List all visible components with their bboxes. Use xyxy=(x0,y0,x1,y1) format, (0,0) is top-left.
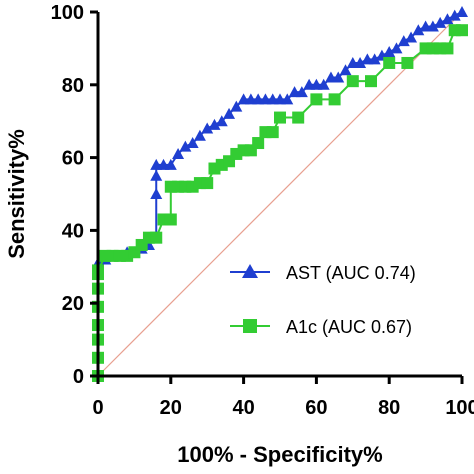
data-point xyxy=(365,75,377,88)
axes-layer xyxy=(96,12,462,378)
data-point xyxy=(223,107,236,119)
y-tick-label: 20 xyxy=(62,293,84,315)
x-tick-label: 0 xyxy=(92,397,103,419)
x-tick-label: 80 xyxy=(378,397,400,419)
data-point xyxy=(434,16,447,28)
legend-ast-label: AST (AUC 0.74) xyxy=(286,263,416,283)
reference-diagonal-layer xyxy=(97,11,463,377)
legend-item-a1c: A1c (AUC 0.67) xyxy=(230,317,412,337)
legend-a1c-square-icon xyxy=(243,319,257,333)
data-point xyxy=(456,24,468,37)
data-point xyxy=(164,213,177,226)
data-point xyxy=(128,246,141,259)
data-point xyxy=(390,42,403,54)
data-point xyxy=(401,56,414,69)
data-point xyxy=(150,188,163,199)
y-tick-label: 0 xyxy=(73,366,84,388)
data-point xyxy=(230,100,243,112)
data-point xyxy=(310,93,323,106)
x-tick-label: 100 xyxy=(445,397,474,419)
data-point xyxy=(150,169,163,181)
y-tick-label: 60 xyxy=(62,148,84,170)
data-point xyxy=(208,118,221,130)
data-point xyxy=(441,13,454,25)
data-point xyxy=(383,46,396,58)
data-point xyxy=(368,53,381,65)
ticks-layer: 0 20 40 60 80 100 0 20 40 60 80 100 xyxy=(51,2,474,419)
y-tick-label: 80 xyxy=(62,75,84,97)
data-point xyxy=(328,93,341,106)
x-tick-label: 60 xyxy=(305,397,327,419)
x-axis-title: 100% - Specificity% xyxy=(177,442,382,467)
data-point xyxy=(354,56,367,68)
data-point xyxy=(266,126,279,139)
data-point xyxy=(259,126,272,139)
data-point xyxy=(346,75,359,88)
data-point xyxy=(441,42,454,55)
data-point xyxy=(456,6,468,17)
data-point xyxy=(426,20,439,32)
data-point xyxy=(397,35,410,47)
series-a1c xyxy=(92,24,468,382)
data-point xyxy=(164,158,177,170)
y-tick-label: 40 xyxy=(62,220,84,242)
y-tick-label: 100 xyxy=(51,2,84,24)
data-point xyxy=(252,137,265,150)
data-point xyxy=(448,9,461,21)
data-point xyxy=(292,111,305,124)
data-point xyxy=(193,129,206,141)
data-point xyxy=(405,31,418,43)
data-point xyxy=(332,71,345,83)
data-point xyxy=(274,111,286,124)
legend-a1c-label: A1c (AUC 0.67) xyxy=(286,317,412,337)
data-point xyxy=(383,56,396,69)
data-point xyxy=(201,122,214,134)
x-tick-label: 20 xyxy=(160,397,182,419)
data-point xyxy=(150,231,163,244)
data-point xyxy=(412,24,425,36)
legend-ast-triangle-icon xyxy=(242,264,258,278)
x-tick-label: 40 xyxy=(232,397,254,419)
legend: AST (AUC 0.74) A1c (AUC 0.67) xyxy=(230,263,416,337)
series-layer xyxy=(92,6,468,382)
data-point xyxy=(201,177,214,190)
data-point xyxy=(215,115,228,127)
data-point xyxy=(121,249,134,262)
data-point xyxy=(179,140,192,152)
data-point xyxy=(295,86,308,98)
reference-diagonal-line xyxy=(97,11,463,377)
data-point xyxy=(281,93,294,105)
data-point xyxy=(339,64,352,76)
data-point xyxy=(317,78,330,90)
data-point xyxy=(186,137,199,149)
data-point xyxy=(172,147,185,159)
y-axis-title: Sensitivity% xyxy=(4,129,29,259)
legend-item-ast: AST (AUC 0.74) xyxy=(230,263,416,283)
